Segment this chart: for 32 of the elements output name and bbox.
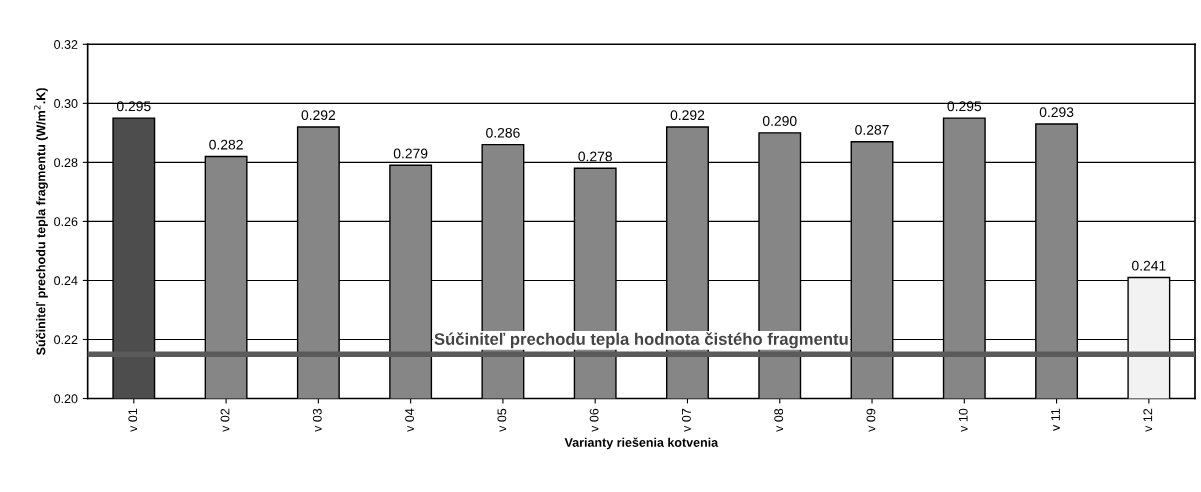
y-tick-label: 0.28	[54, 158, 78, 168]
data-label: 0.290	[762, 116, 797, 126]
y-tick-label: 0.32	[54, 40, 78, 49]
data-label: 0.241	[1132, 260, 1166, 271]
data-label: 0.279	[393, 148, 428, 159]
x-tick-label: v 01	[128, 408, 138, 432]
data-label: 0.278	[578, 151, 612, 162]
y-tick-label: 0.24	[54, 276, 78, 286]
data-label: 0.292	[670, 110, 705, 121]
y-tick-label: 0.30	[54, 99, 78, 108]
data-label: 0.292	[301, 110, 336, 121]
data-label: 0.293	[1039, 107, 1074, 118]
x-tick-label: v 11	[1051, 408, 1060, 431]
ref-line-label: Súčiniteľ prechodu tepla hodnota čistého fragmentu	[434, 332, 848, 349]
y-tick-label: 0.20	[54, 394, 78, 404]
data-label: 0.282	[209, 139, 243, 150]
y-tick-label: 0.22	[54, 335, 78, 345]
y-axis-title: Súčiniteľ prechodu tepla fragmentu (W/m$^{2}$.K)	[33, 88, 48, 355]
x-tick-label: v 12	[1143, 408, 1153, 432]
x-tick-label: v 04	[405, 408, 414, 432]
x-tick-label: v 10	[958, 408, 968, 432]
x-tick-label: v 03	[312, 408, 322, 432]
x-tick-label: v 02	[220, 408, 230, 432]
x-tick-label: v 06	[589, 408, 599, 432]
data-label: 0.287	[855, 124, 889, 135]
x-axis-title: Varianty riešenia kotvenia	[564, 437, 719, 450]
y-tick-label: 0.26	[54, 217, 78, 227]
x-tick-label: v 07	[681, 408, 691, 432]
x-tick-label: v 08	[774, 408, 784, 432]
x-tick-label: v 09	[866, 408, 876, 432]
data-label: 0.286	[486, 127, 520, 138]
x-tick-label: v 05	[497, 408, 507, 432]
